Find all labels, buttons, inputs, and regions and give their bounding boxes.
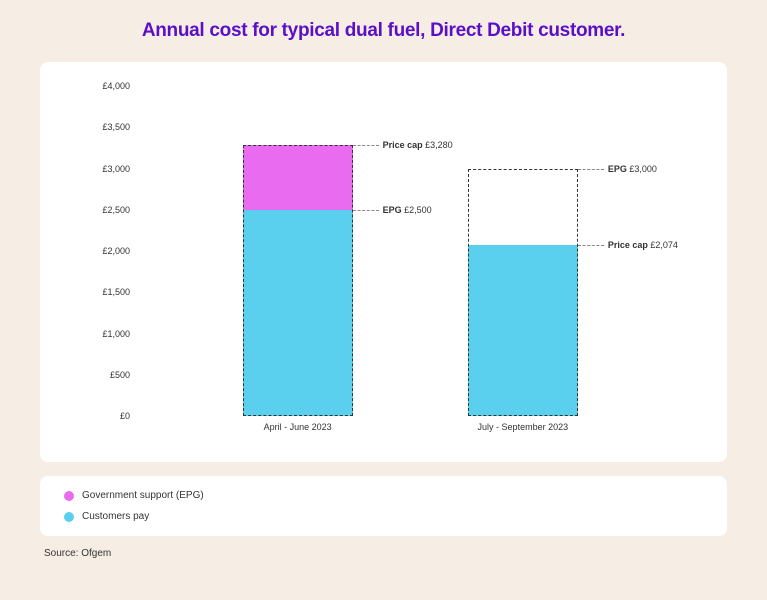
chart-panel: £0 £500 £1,000 £1,500 £2,000 £2,500 £3,000 £3,5…: [40, 62, 727, 462]
x-tick-label: April - June 2023: [238, 422, 358, 432]
legend-item: Customers pay: [64, 511, 703, 522]
x-tick-label: July - September 2023: [463, 422, 583, 432]
y-tick-label: £4,000: [70, 81, 130, 91]
source-text: Source: Ofgem: [44, 548, 727, 559]
bar-group: [468, 86, 578, 416]
y-tick-label: £3,500: [70, 122, 130, 132]
annotation-leader: [578, 169, 604, 170]
y-tick-label: £0: [70, 411, 130, 421]
bar-segment-gov-support: [243, 145, 353, 209]
annotation-label: EPG £3,000: [608, 164, 657, 174]
plot-area: Price cap £3,280 EPG £2,500 EPG £3,000 Pric…: [140, 86, 703, 416]
annotation-leader: [578, 245, 604, 246]
y-tick-label: £500: [70, 370, 130, 380]
y-tick-label: £2,500: [70, 205, 130, 215]
y-tick-label: £1,000: [70, 329, 130, 339]
legend-panel: Government support (EPG) Customers pay: [40, 476, 727, 536]
annotation-leader: [353, 210, 379, 211]
annotation-leader: [353, 145, 379, 146]
bar-segment-customers-pay: [468, 245, 578, 416]
bar-group: [243, 86, 353, 416]
y-tick-label: £3,000: [70, 164, 130, 174]
legend-swatch: [64, 491, 74, 501]
legend-item: Government support (EPG): [64, 490, 703, 501]
annotation-label: EPG £2,500: [383, 205, 432, 215]
chart-title: Annual cost for typical dual fuel, Direc…: [40, 20, 727, 42]
annotation-label: Price cap £3,280: [383, 140, 453, 150]
legend-label: Government support (EPG): [82, 490, 204, 501]
legend-swatch: [64, 512, 74, 522]
y-tick-label: £1,500: [70, 287, 130, 297]
legend-label: Customers pay: [82, 511, 149, 522]
annotation-label: Price cap £2,074: [608, 240, 678, 250]
y-tick-label: £2,000: [70, 246, 130, 256]
bar-segment-customers-pay: [243, 210, 353, 416]
